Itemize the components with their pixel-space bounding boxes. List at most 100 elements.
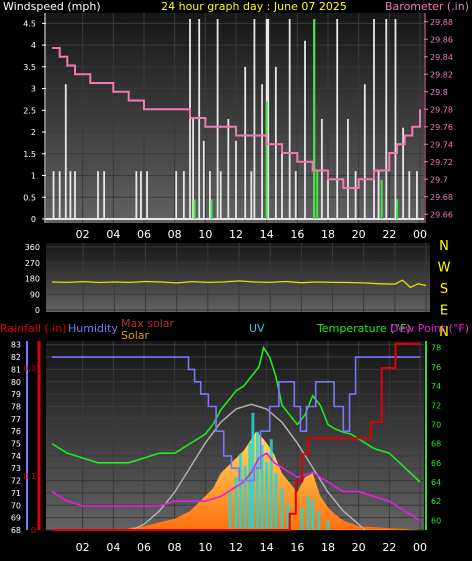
windspeed-axis-label: Windspeed (mph) (3, 0, 101, 13)
barometer-axis-tick: 29.72 (430, 158, 453, 167)
temperature-axis-tick: 62 (431, 497, 441, 506)
direction-axis-tick: 360 (25, 243, 40, 252)
panel2-grid (46, 243, 430, 312)
wind-axis-tick: 1.5 (23, 150, 36, 159)
barometer-axis-label: Barometer (.in) (385, 0, 469, 13)
humidity-axis-tick: 70 (11, 501, 21, 510)
uv-bar (248, 443, 252, 530)
panel1-time-tick: 00 (413, 228, 427, 241)
humidity-axis-tick: 79 (11, 390, 21, 399)
panel1-time-tick: 04 (106, 228, 120, 241)
uv-bar (234, 477, 238, 530)
wind-axis-tick: 0.5 (23, 193, 36, 202)
temperature-axis-tick: 66 (431, 459, 441, 468)
rain-axis-tick: 0 (31, 526, 36, 535)
wind-direction-line (51, 279, 427, 289)
panel1-time-tick: 06 (137, 228, 151, 241)
wind-axis-tick: 4.5 (23, 19, 36, 28)
uv-bar (274, 473, 278, 530)
barometer-axis-tick: 29.76 (430, 123, 453, 132)
wind-gust-series (193, 19, 398, 219)
rainfall-label: Rainfall (.in) (0, 322, 67, 335)
compass-letter: N (439, 239, 449, 254)
temperature-axis-tick: 78 (431, 344, 441, 353)
solar-area (128, 431, 420, 530)
direction-axis-tick: 270 (25, 259, 40, 268)
temperature-label: Temperature (°F) (316, 322, 411, 335)
max-solar-label: Max solar (121, 317, 174, 330)
uv-bar (280, 488, 284, 530)
humidity-axis-tick: 83 (11, 341, 21, 350)
temperature-axis-tick: 70 (431, 420, 441, 429)
compass-letter: E (440, 304, 448, 319)
panel1-time-tick: 22 (382, 228, 396, 241)
direction-axis-tick: 180 (25, 275, 40, 284)
temperature-axis-tick: 68 (431, 440, 441, 449)
panel3-time-tick: 04 (106, 541, 120, 554)
panel3-time-tick: 08 (168, 541, 182, 554)
uv-bar (317, 511, 321, 530)
barometer-axis-tick: 29.88 (430, 18, 453, 27)
wind-axis-tick: 2 (31, 128, 36, 137)
barometer-axis-tick: 29.68 (430, 193, 453, 202)
uv-bar (255, 431, 259, 530)
humidity-axis-tick: 78 (11, 402, 21, 411)
rain-axis-ticks: 0 0.1 0.3 (23, 364, 36, 535)
panel3-time-ticks: 02 04 06 08 10 12 14 16 18 20 22 00 (76, 541, 427, 554)
uv-bar (243, 465, 247, 530)
wind-axis-tick: 4 (31, 41, 36, 50)
panel3-time-tick: 12 (229, 541, 243, 554)
barometer-axis-tick: 29.8 (430, 88, 448, 97)
rainfall-line (52, 342, 420, 531)
panel1-time-ticks: 02 04 06 08 10 12 14 16 18 20 22 00 (76, 228, 427, 241)
barometer-line (52, 47, 421, 189)
barometer-axis-tick: 29.74 (430, 140, 453, 149)
temperature-axis-ticks: 60 62 64 66 68 70 72 74 76 78 (431, 344, 441, 526)
panel1-time-tick: 02 (76, 228, 90, 241)
panel1-background (46, 13, 424, 223)
humidity-axis-tick: 73 (11, 464, 21, 473)
compass-letter: S (440, 282, 448, 297)
humidity-axis-tick: 72 (11, 477, 21, 486)
wind-axis-tick: 3 (31, 85, 36, 94)
compass-letter: N (439, 325, 449, 340)
barometer-axis-tick: 29.7 (430, 175, 448, 184)
rain-axis-tick: 0.1 (23, 472, 36, 481)
temperature-axis-tick: 72 (431, 401, 441, 410)
uv-bar (260, 444, 264, 530)
dew-point-label: Dew Point (°F) (390, 322, 469, 335)
panel1-time-tick: 16 (290, 228, 304, 241)
wind-axis-tick: 1 (31, 172, 36, 181)
humidity-axis-tick: 75 (11, 440, 21, 449)
humidity-axis-ticks: 68 69 70 71 72 73 74 75 76 77 78 79 80 81 82 83 (11, 341, 21, 535)
humidity-axis-tick: 76 (11, 427, 21, 436)
climate-panel: 68 69 70 71 72 73 74 75 76 77 78 79 80 81 82 83 0 0.1 0.3… (0, 317, 469, 554)
humidity-axis-tick: 77 (11, 415, 21, 424)
humidity-line (52, 356, 420, 482)
barometer-axis-tick: 29.84 (430, 53, 453, 62)
uv-bar (311, 499, 315, 530)
wind-axis-tick: 2.5 (23, 106, 36, 115)
barometer-axis-tick: 29.66 (430, 210, 453, 219)
chart-title: 24 hour graph day : June 07 2025 (161, 0, 347, 13)
barometer-axis-tick: 29.86 (430, 35, 453, 44)
panel3-time-tick: 14 (260, 541, 274, 554)
uv-bar (326, 520, 330, 530)
uv-bars (228, 412, 330, 530)
barometer-axis-tick: 29.82 (430, 70, 453, 79)
uv-bar (269, 439, 273, 530)
temperature-axis-tick: 60 (431, 516, 441, 525)
wind-barometer-panel: 0 0.5 1 1.5 2 2.5 3 3.5 4 4.5 29.66 29.68 29.7 29.72… (3, 0, 469, 241)
temperature-axis-tick: 64 (431, 478, 441, 487)
humidity-axis-tick: 74 (11, 452, 21, 461)
panel3-time-tick: 02 (76, 541, 90, 554)
panel3-time-tick: 00 (413, 541, 427, 554)
humidity-axis-tick: 68 (11, 526, 21, 535)
humidity-axis-tick: 81 (11, 365, 21, 374)
panel3-time-tick: 16 (290, 541, 304, 554)
panel1-time-tick: 18 (321, 228, 335, 241)
humidity-axis-tick: 71 (11, 489, 21, 498)
barometer-axis-ticks: 29.66 29.68 29.7 29.72 29.74 29.76 29.78 29.8 29… (424, 13, 453, 223)
